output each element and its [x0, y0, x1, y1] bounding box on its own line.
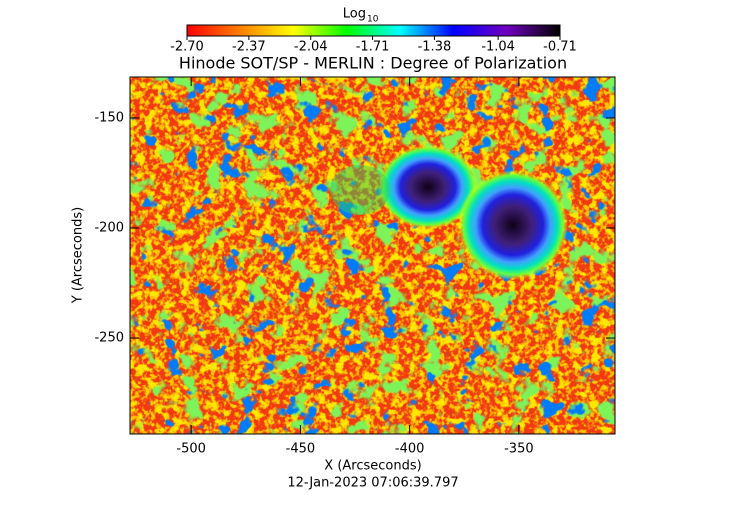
- colorbar-tick-label: -2.37: [232, 40, 266, 55]
- heatmap-image: [130, 77, 615, 434]
- colorbar-title-subscript: 10: [367, 15, 379, 25]
- plot-frame: [129, 76, 616, 435]
- colorbar-tick-label: -2.04: [294, 40, 328, 55]
- x-tick-label: -350: [504, 442, 534, 457]
- colorbar-tick-label: -1.04: [481, 40, 515, 55]
- colorbar-tick-label: -1.71: [356, 40, 390, 55]
- colorbar-tick-label: -2.70: [170, 40, 204, 55]
- colorbar-tick-label: -1.38: [418, 40, 452, 55]
- x-tick-label: -400: [395, 442, 425, 457]
- timestamp: 12-Jan-2023 07:06:39.797: [287, 476, 458, 491]
- colorbar-tick-label: -0.71: [543, 40, 577, 55]
- x-tick-label: -500: [176, 442, 206, 457]
- y-tick-label: -250: [94, 331, 124, 346]
- colorbar: [186, 24, 561, 37]
- x-tick-label: -450: [286, 442, 316, 457]
- chart-title: Hinode SOT/SP - MERLIN : Degree of Polar…: [179, 54, 567, 73]
- x-axis-label: X (Arcseconds): [324, 459, 421, 474]
- y-tick-label: -150: [94, 110, 124, 125]
- y-tick-label: -200: [94, 220, 124, 235]
- y-axis-label: Y (Arcseconds): [71, 207, 86, 304]
- colorbar-title: Log: [343, 7, 366, 22]
